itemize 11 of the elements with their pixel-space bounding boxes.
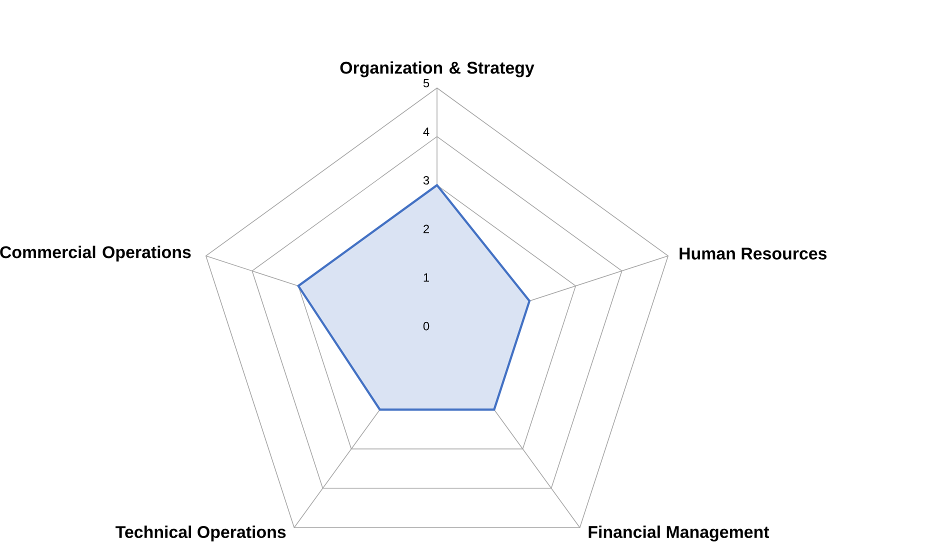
spoke-label: Organization & Strategy — [340, 61, 534, 78]
y-tick-label: 4 — [423, 128, 430, 136]
spoke-label: Commercial Operations — [0, 246, 191, 262]
y-tick-label: 1 — [424, 273, 430, 282]
y-tick-label: 5 — [423, 78, 430, 88]
y-tick-label: 3 — [423, 176, 430, 185]
y-tick-label: 0 — [423, 322, 430, 330]
y-tick-label: 2 — [424, 224, 429, 234]
spoke-label: Human Resources — [680, 248, 827, 260]
spoke-label: Technical Operations — [116, 526, 286, 542]
spoke-label: Financial Management — [588, 526, 770, 542]
